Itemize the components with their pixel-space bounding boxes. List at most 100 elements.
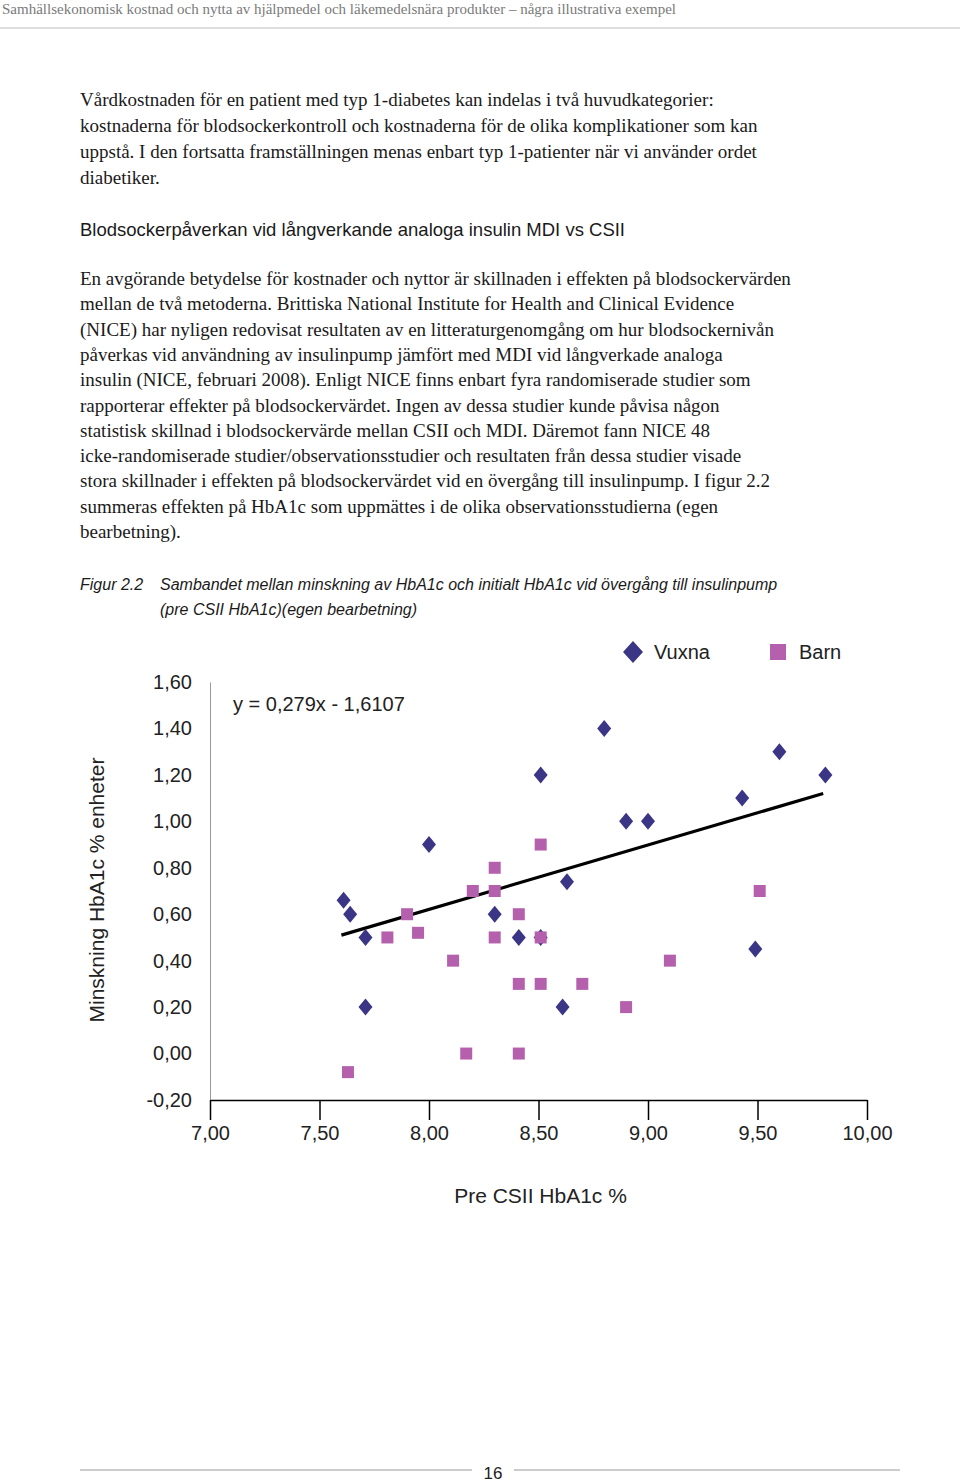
page-number: 16 [484,1464,503,1483]
point [422,836,436,853]
y-tick-label: 1,00 [153,810,192,832]
x-tick: 9,00 [629,1100,668,1144]
y-tick-label: 1,40 [153,717,192,739]
figure-label: Figur 2.2 [80,576,143,593]
y-tick-label: -0,20 [146,1089,192,1111]
y-tick-label: 0,80 [153,857,192,879]
page: Samhällsekonomisk kostnad och nytta av h… [0,0,960,1483]
y-tick-label: 0,20 [153,996,192,1018]
point [358,929,372,946]
y-tick: 0,00 [153,1042,210,1064]
point [535,978,547,990]
body-line: rapporterar effekter på blodsockervärdet… [80,395,720,416]
point [342,1066,354,1078]
x-tick: 9,50 [739,1100,778,1144]
point [489,862,501,874]
x-tick: 8,00 [410,1100,449,1144]
body-line: mellan de två metoderna. Brittiska Natio… [80,293,734,314]
intro-line: Vårdkostnaden för en patient med typ 1-d… [80,89,714,110]
y-tick: -0,20 [146,1089,210,1111]
intro-line: kostnaderna för blodsockerkontroll och k… [80,115,758,136]
x-tick-label: 9,50 [739,1122,778,1144]
body-line: En avgörande betydelse för kostnader och… [80,268,791,289]
point [489,885,501,897]
y-tick-label: 1,20 [153,764,192,786]
x-axis: 7,00 7,50 8,00 8,50 9,00 9,50 10,00 [191,1100,893,1144]
x-tick-label: 8,50 [520,1122,559,1144]
y-tick: 0,40 [153,950,210,972]
point [488,906,502,923]
figure-caption: (pre CSII HbA1c)(egen bearbetning) [160,601,417,618]
x-tick-label: 7,00 [191,1122,230,1144]
point [619,813,633,830]
series-vuxna [337,720,833,1016]
point [772,743,786,760]
point [576,978,588,990]
intro-line: diabetiker. [80,167,160,188]
point [534,929,548,946]
body-line: insulin (NICE, februari 2008). Enligt NI… [80,369,751,391]
legend-marker [623,641,643,663]
point [748,941,762,958]
point [754,885,766,897]
y-tick-label: 0,60 [153,903,192,925]
x-tick-mark [538,1100,540,1120]
point [343,906,357,923]
y-tick: 1,60 [153,671,210,693]
point [513,1048,525,1060]
point [401,908,413,920]
x-tick-label: 10,00 [842,1122,892,1144]
legend-label: Vuxna [654,641,711,663]
point [358,999,372,1016]
x-tick: 7,00 [191,1100,230,1144]
y-tick: 1,40 [153,717,210,739]
point [412,927,424,939]
running-title: Samhällsekonomisk kostnad och nytta av h… [2,1,676,17]
footer-rule [80,1470,472,1471]
x-tick-label: 8,00 [410,1122,449,1144]
point [620,1001,632,1013]
point [512,929,526,946]
point [447,955,459,967]
y-tick-label: 1,60 [153,671,192,693]
point [597,720,611,737]
point [513,978,525,990]
y-axis-line [210,683,211,1101]
header-rule [0,28,960,29]
y-tick: 0,20 [153,996,210,1018]
y-axis-title: Minskning HbA1c % enheter [85,758,108,1023]
y-tick: 1,20 [153,764,210,786]
figure-caption: Sambandet mellan minskning av HbA1c och … [160,576,777,593]
x-tick-label: 9,00 [629,1122,668,1144]
body-line: summeras effekten på HbA1c som uppmättes… [80,496,719,518]
x-tick: 7,50 [301,1100,340,1144]
point [818,766,832,783]
body-line: statistisk skillnad i blodsockervärde me… [80,420,710,441]
point [535,931,547,943]
point [489,931,501,943]
x-axis-title: Pre CSII HbA1c % [454,1184,627,1207]
x-tick-mark [429,1100,431,1120]
point [535,839,547,851]
x-tick-mark [867,1100,869,1120]
y-tick: 0,80 [153,857,210,879]
point [534,766,548,783]
y-tick-label: 0,00 [153,1042,192,1064]
legend-marker [770,644,786,660]
intro-line: uppstå. I den fortsatta framställningen … [80,141,758,162]
point [735,790,749,807]
trendline-label: y = 0,279x - 1,6107 [233,693,405,715]
x-tick: 10,00 [842,1100,892,1144]
point [381,931,393,943]
y-tick: 1,00 [153,810,210,832]
x-tick-mark [648,1100,650,1120]
point [641,813,655,830]
trendline [341,793,823,935]
plot-area [337,720,833,1078]
footer-rule [514,1470,900,1471]
x-tick: 8,50 [520,1100,559,1144]
body-line: bearbetning). [80,521,181,543]
legend: VuxnaBarn [623,641,841,663]
body-line: påverkas vid användning av insulinpump j… [80,344,723,365]
point [513,908,525,920]
